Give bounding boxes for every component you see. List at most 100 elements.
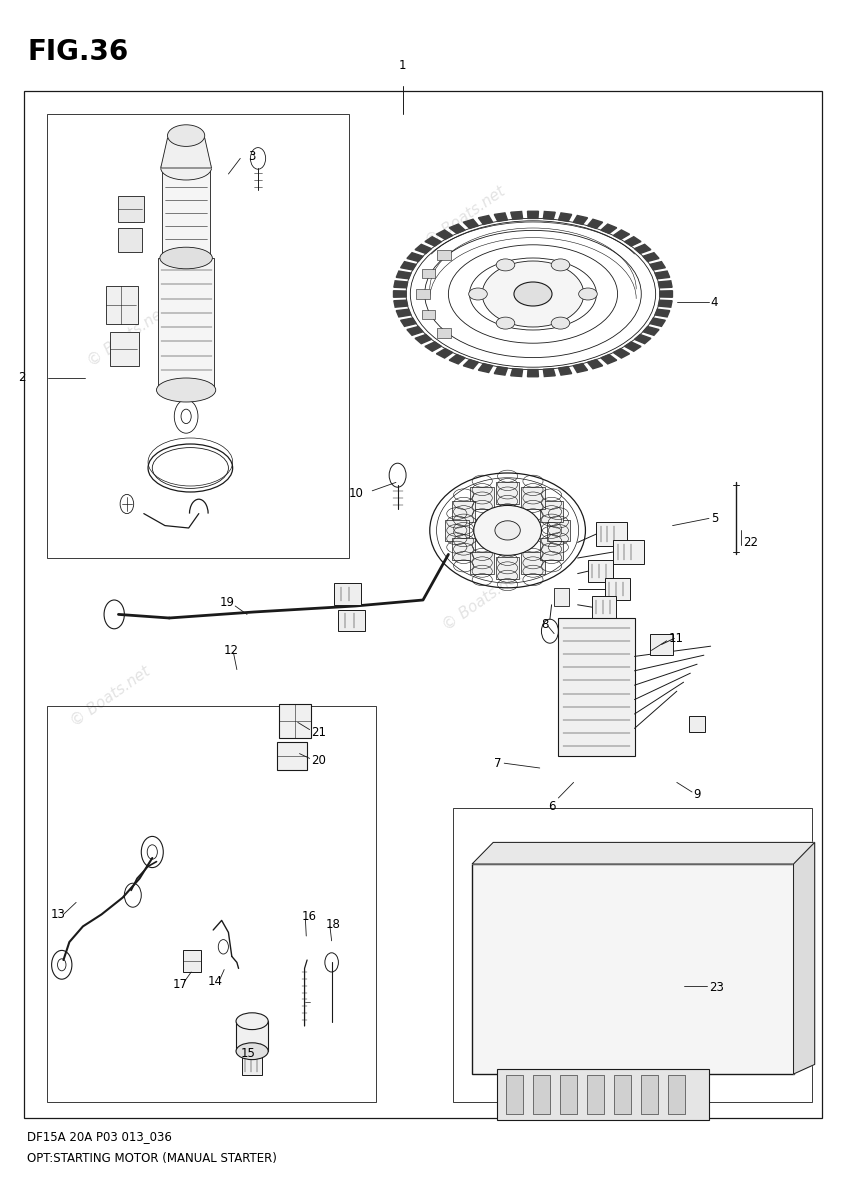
Text: 7: 7 (494, 757, 502, 769)
Ellipse shape (482, 260, 584, 326)
Polygon shape (624, 342, 641, 352)
Bar (521, 552, 545, 574)
Polygon shape (587, 220, 602, 228)
Bar (533, 1075, 550, 1114)
Text: 13: 13 (51, 908, 66, 920)
Bar (421, 269, 435, 278)
Polygon shape (655, 310, 670, 317)
Bar (668, 1075, 685, 1114)
Bar (24, 91, 822, 1118)
Text: 4: 4 (711, 296, 718, 308)
Bar (452, 500, 475, 522)
Polygon shape (415, 335, 431, 343)
Text: OPT:STARTING MOTOR (MANUAL STARTER): OPT:STARTING MOTOR (MANUAL STARTER) (27, 1152, 277, 1165)
Text: 16: 16 (301, 911, 316, 923)
Polygon shape (658, 300, 672, 307)
Text: 23: 23 (709, 982, 724, 994)
Text: © Boats.net: © Boats.net (423, 184, 508, 248)
Text: 8: 8 (541, 618, 549, 630)
Polygon shape (794, 842, 815, 1074)
Text: 22: 22 (743, 536, 758, 548)
Polygon shape (494, 212, 508, 221)
Polygon shape (472, 842, 815, 864)
Polygon shape (574, 216, 588, 224)
Ellipse shape (551, 317, 570, 329)
Polygon shape (554, 588, 569, 606)
Polygon shape (574, 364, 588, 372)
Bar (470, 487, 494, 509)
Polygon shape (543, 211, 555, 220)
Polygon shape (634, 245, 651, 253)
Text: 6: 6 (548, 800, 556, 812)
Polygon shape (407, 253, 423, 262)
Bar (614, 1075, 631, 1114)
Polygon shape (437, 348, 453, 358)
Polygon shape (415, 245, 431, 253)
Bar (242, 1051, 262, 1075)
Polygon shape (511, 211, 523, 220)
Bar (183, 950, 201, 972)
Text: 21: 21 (311, 726, 327, 738)
Polygon shape (558, 212, 572, 221)
Bar (279, 704, 311, 738)
Polygon shape (613, 348, 629, 358)
Text: 3: 3 (248, 150, 255, 162)
Bar (540, 539, 563, 560)
Bar (689, 716, 705, 732)
Ellipse shape (469, 288, 487, 300)
Bar (453, 808, 812, 1102)
Bar (613, 540, 644, 564)
Bar (558, 618, 634, 756)
Bar (650, 634, 673, 655)
Bar (605, 578, 630, 600)
Text: 17: 17 (173, 978, 188, 990)
Ellipse shape (160, 247, 212, 269)
Polygon shape (587, 360, 602, 368)
Polygon shape (634, 335, 651, 343)
Bar (560, 1075, 577, 1114)
Polygon shape (794, 842, 815, 1074)
Bar (162, 168, 210, 258)
Ellipse shape (495, 521, 520, 540)
Bar (118, 228, 142, 252)
Polygon shape (394, 281, 408, 288)
Ellipse shape (496, 259, 514, 271)
Bar (277, 742, 307, 770)
Polygon shape (425, 342, 442, 352)
Polygon shape (601, 354, 617, 364)
Bar (587, 1075, 604, 1114)
Bar (592, 596, 616, 618)
Polygon shape (511, 368, 523, 377)
Polygon shape (449, 224, 465, 234)
Text: 18: 18 (326, 918, 341, 930)
Ellipse shape (236, 1013, 268, 1030)
Ellipse shape (514, 282, 552, 306)
Text: 11: 11 (668, 632, 684, 644)
Text: 2: 2 (19, 372, 26, 384)
Polygon shape (437, 230, 453, 240)
Text: 1: 1 (399, 59, 406, 72)
Ellipse shape (161, 156, 212, 180)
Polygon shape (464, 220, 479, 228)
Polygon shape (407, 326, 423, 335)
Ellipse shape (157, 378, 216, 402)
Text: 19: 19 (220, 596, 235, 608)
Text: 9: 9 (694, 788, 701, 800)
Ellipse shape (496, 317, 514, 329)
Text: © Boats.net: © Boats.net (68, 664, 152, 728)
Polygon shape (660, 290, 673, 298)
Polygon shape (650, 262, 665, 270)
Bar (472, 864, 794, 1074)
Polygon shape (528, 211, 538, 218)
Bar (236, 1021, 268, 1051)
Bar (496, 482, 519, 504)
Polygon shape (643, 326, 659, 335)
Bar (106, 286, 138, 324)
Bar (338, 610, 365, 631)
Bar (118, 196, 144, 222)
Text: 5: 5 (711, 512, 718, 524)
Polygon shape (394, 300, 408, 307)
Bar (47, 706, 376, 1102)
Ellipse shape (236, 1043, 268, 1060)
Bar (437, 328, 451, 337)
